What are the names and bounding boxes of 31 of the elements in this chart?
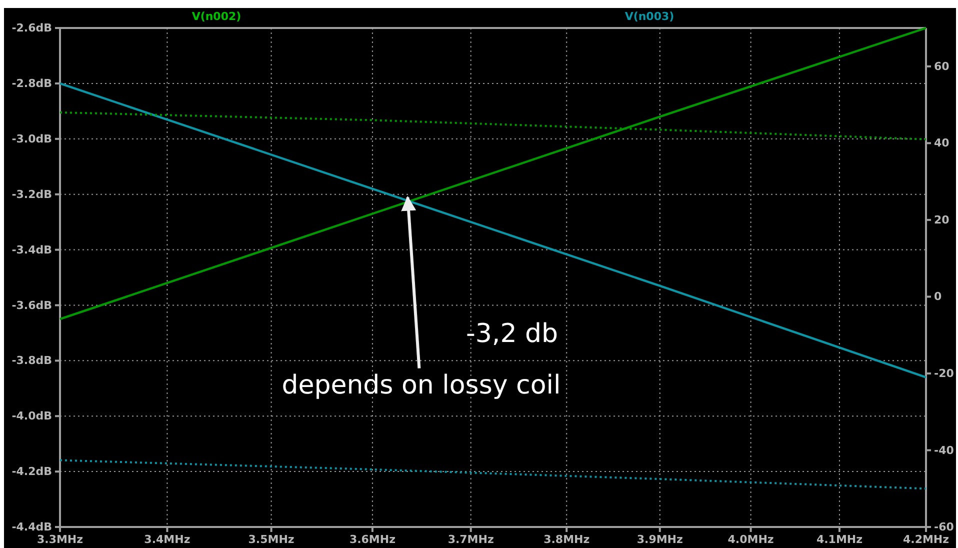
y-tick-label: -3.2dB bbox=[12, 188, 52, 201]
y-tick-label: -2.8dB bbox=[12, 76, 52, 90]
x-tick-label: 3.6MHz bbox=[349, 532, 396, 546]
x-tick-label: 3.8MHz bbox=[544, 532, 590, 546]
annotation: -3,2 db bbox=[466, 319, 558, 349]
y2-tick-label: 0 bbox=[934, 290, 942, 304]
x-tick-label: 3.4MHz bbox=[144, 532, 190, 546]
y-tick-label: -4.4dB bbox=[12, 520, 52, 534]
y2-tick-label: -60 bbox=[934, 520, 954, 534]
text: V(n003) bbox=[624, 10, 674, 23]
y-tick-label: -3.6dB bbox=[12, 298, 52, 312]
x-tick-label: 3.7MHz bbox=[448, 532, 494, 546]
y2-tick-label: 20 bbox=[934, 213, 950, 226]
x-tick-label: 4.1MHz bbox=[816, 532, 862, 546]
y-tick-label: -4.0dB bbox=[12, 410, 52, 423]
y-tick-label: -3.0dB bbox=[12, 132, 52, 146]
y2-tick-label: 60 bbox=[934, 60, 950, 73]
x-tick-label: 3.5MHz bbox=[248, 532, 294, 546]
x-tick-label: 3.9MHz bbox=[636, 532, 683, 546]
y-tick-label: -3.4dB bbox=[12, 243, 52, 256]
x-tick-label: 4.2MHz bbox=[902, 532, 950, 546]
y2-tick-label: -40 bbox=[934, 444, 954, 457]
y2-tick-label: -20 bbox=[934, 366, 954, 380]
y2-tick-label: 40 bbox=[934, 136, 950, 150]
annotation: depends on lossy coil bbox=[282, 370, 561, 400]
y-tick-label: -4.2dB bbox=[12, 465, 52, 478]
y-tick-label: -3.8dB bbox=[12, 354, 52, 368]
text: V(n002) bbox=[192, 10, 242, 23]
y-tick-label: -2.6dB bbox=[12, 22, 52, 35]
x-tick-label: 3.3MHz bbox=[36, 532, 84, 546]
x-tick-label: 4.0MHz bbox=[728, 532, 774, 546]
